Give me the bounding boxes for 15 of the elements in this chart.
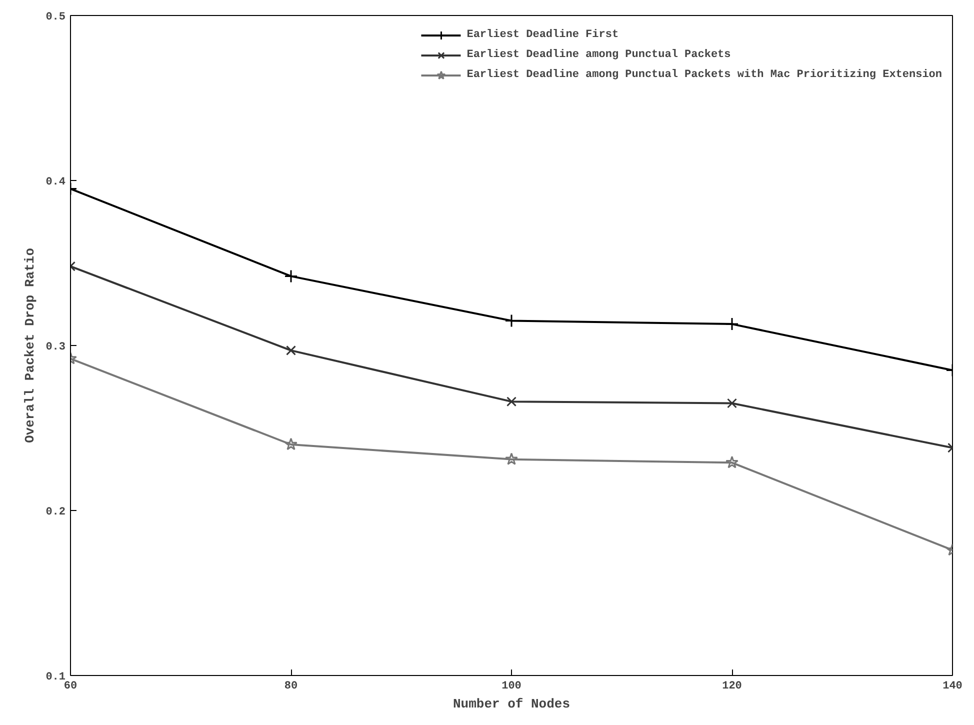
- legend-label: Earliest Deadline First: [466, 29, 619, 41]
- y-tick-label: 0.2: [46, 506, 66, 518]
- y-tick-label: 0.4: [46, 176, 66, 188]
- x-tick-label: 60: [64, 680, 78, 692]
- y-axis-title: Overall Packet Drop Ratio: [22, 248, 38, 444]
- legend-label: Earliest Deadline among Punctual Packets with Mac Prioritizing Extension: [466, 69, 942, 81]
- x-tick-label: 120: [722, 680, 742, 692]
- x-tick-label: 80: [284, 680, 298, 692]
- legend-label: Earliest Deadline among Punctual Packets: [466, 49, 731, 61]
- x-tick-label: 140: [942, 680, 962, 692]
- y-tick-label: 0.3: [46, 342, 66, 354]
- y-tick-label: 0.1: [46, 672, 66, 684]
- x-axis-title: Number of Nodes: [452, 696, 570, 712]
- y-tick-label: 0.5: [46, 12, 66, 24]
- x-tick-label: 100: [502, 680, 522, 692]
